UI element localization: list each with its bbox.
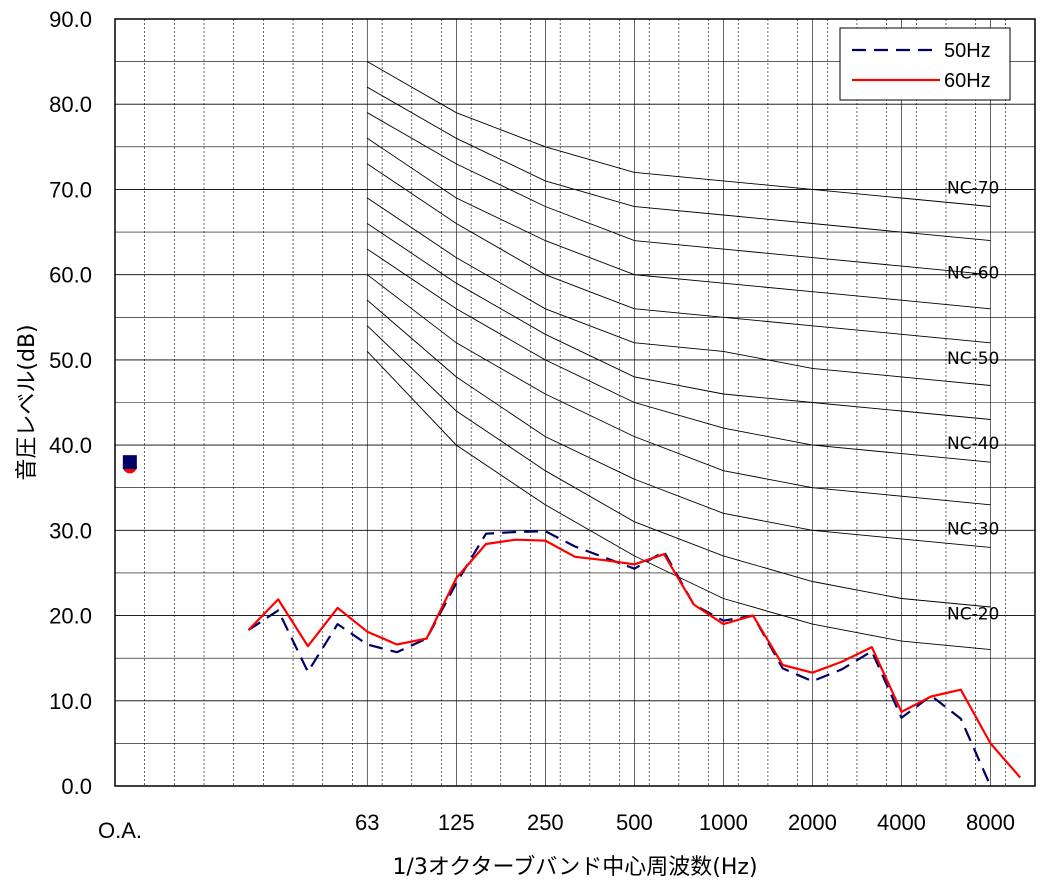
legend-label-60hz: 60Hz <box>944 70 991 92</box>
y-tick-labels: 0.0 10.0 20.0 30.0 40.0 50.0 60.0 70.0 80.0 90.0 <box>49 7 92 799</box>
y-tick-label: 90.0 <box>49 7 92 32</box>
y-axis-title: 音圧レベル(dB) <box>15 324 40 480</box>
nc-curve <box>367 112 991 276</box>
data-series <box>247 530 1022 787</box>
y-tick-label: 0.0 <box>61 774 92 799</box>
nc-label: NC-30 <box>947 519 999 539</box>
x-tick-label: 4000 <box>877 810 926 835</box>
x-tick-label: 63 <box>355 810 379 835</box>
y-tick-label: 70.0 <box>49 177 92 202</box>
x-tick-label: 125 <box>438 810 475 835</box>
x-axis-title: 1/3オクターブバンド中心周波数(Hz) <box>392 855 757 880</box>
legend: 50Hz 60Hz <box>839 27 1011 101</box>
nc-curve <box>367 223 991 420</box>
legend-box <box>839 27 1011 101</box>
plot-frame <box>114 18 1036 787</box>
y-tick-label: 30.0 <box>49 518 92 543</box>
y-tick-label: 10.0 <box>49 689 92 714</box>
nc-curve <box>367 274 991 506</box>
x-tick-label: 1000 <box>699 810 748 835</box>
nc-labels: NC-70 NC-60 NC-50 NC-40 NC-30 NC-20 <box>947 178 999 624</box>
grid <box>115 19 1035 786</box>
nc-label: NC-60 <box>947 264 999 284</box>
nc-label: NC-70 <box>947 178 999 198</box>
overall-markers <box>122 455 137 474</box>
x-tick-label: 8000 <box>966 810 1015 835</box>
nc-curve <box>367 248 991 463</box>
nc-label: NC-50 <box>947 349 999 369</box>
nc-curve <box>366 325 991 608</box>
series-line-50hz <box>247 530 992 787</box>
y-tick-label: 20.0 <box>49 604 92 629</box>
x-tick-label: 500 <box>616 810 653 835</box>
series-line-60hz <box>247 538 1022 779</box>
nc-label: NC-40 <box>947 434 999 454</box>
nc-curve <box>367 197 991 386</box>
nc-curve <box>367 61 991 207</box>
y-tick-label: 80.0 <box>49 92 92 117</box>
oa-marker-50hz <box>122 455 137 470</box>
x-tick-label: 250 <box>527 810 564 835</box>
y-tick-label: 50.0 <box>49 348 92 373</box>
nc-label: NC-20 <box>947 605 999 625</box>
nc-curve <box>367 137 991 310</box>
y-tick-label: 60.0 <box>49 263 92 288</box>
x-tick-label: O.A. <box>98 818 142 843</box>
y-tick-label: 40.0 <box>49 433 92 458</box>
nc-curve <box>367 163 991 344</box>
legend-label-50hz: 50Hz <box>944 40 991 62</box>
nc-curve <box>367 299 991 548</box>
x-tick-labels: O.A. 63 125 250 500 1000 2000 4000 8000 <box>98 810 1015 843</box>
x-tick-label: 2000 <box>788 810 837 835</box>
nc-curve <box>367 86 991 242</box>
